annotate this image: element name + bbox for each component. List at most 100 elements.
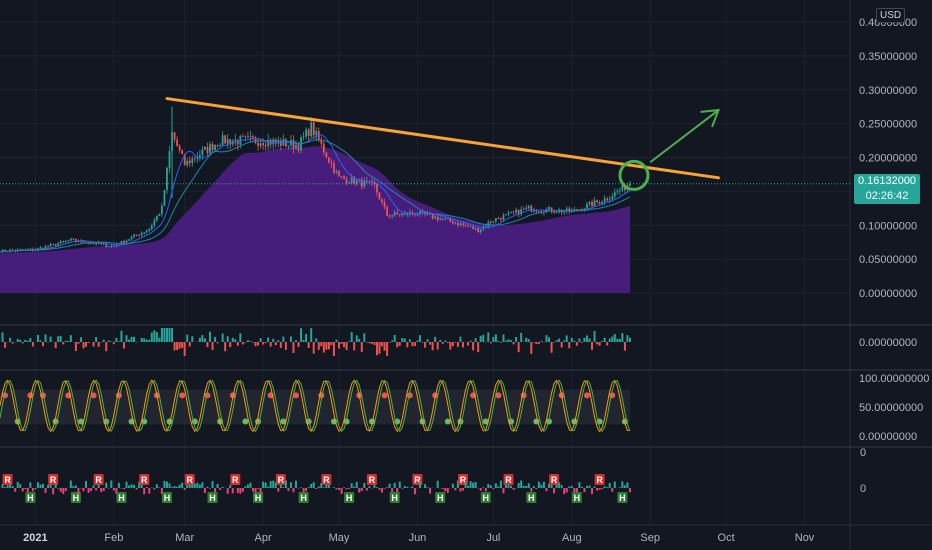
oscillator-bar (211, 342, 214, 351)
signal-bar (272, 480, 275, 488)
signal-bar (383, 488, 386, 489)
signal-bar (289, 482, 292, 488)
oscillator-bar (122, 342, 125, 349)
stochastic-panel (0, 379, 631, 433)
candle-body (515, 209, 518, 213)
oscillator-bar (297, 342, 300, 347)
oscillator-bar (320, 342, 323, 347)
candle-body (224, 135, 227, 144)
candle-body (416, 214, 419, 215)
signal-bar (72, 485, 75, 488)
stoch-dot (293, 392, 300, 399)
highlight-circle[interactable] (618, 159, 650, 191)
signal-bar (47, 484, 50, 488)
candle-body (259, 143, 262, 146)
oscillator-bar (441, 342, 444, 344)
candle-body (449, 218, 452, 222)
oscillator-bar (325, 342, 328, 350)
signal-marker-label: R (95, 475, 102, 485)
candle-body (107, 246, 110, 248)
signal-marker-label: H (619, 493, 626, 503)
oscillator-bar (436, 342, 439, 350)
signal-bar (307, 487, 310, 488)
candle-body (310, 122, 313, 137)
signal-bar (502, 488, 505, 494)
candle-body (414, 213, 416, 215)
oscillator-bar (398, 342, 401, 346)
signal-bar (585, 485, 588, 488)
signal-bar (112, 488, 115, 491)
arrow-head[interactable] (700, 108, 721, 128)
oscillator-bar (77, 342, 80, 344)
signal-bar (173, 486, 176, 488)
candle-body (249, 136, 252, 138)
signal-bar (332, 487, 335, 488)
stoch-tick-label: 0.00000000 (859, 431, 917, 443)
signal-marker (366, 474, 377, 485)
oscillator-bar (49, 336, 52, 342)
oscillator-bar (426, 339, 429, 342)
candle-body (216, 144, 219, 146)
signal-bar (459, 488, 462, 492)
signal-bar (107, 488, 110, 489)
signal-bar (26, 488, 29, 493)
oscillator-bar (302, 339, 305, 342)
oscillator-bar (585, 335, 588, 342)
candle-body (593, 200, 596, 207)
candle-body (492, 221, 495, 223)
candle-body (502, 215, 505, 220)
oscillator-bar (451, 342, 454, 347)
candle-body (553, 211, 555, 213)
stoch-dot (571, 418, 578, 425)
signal-bar (320, 483, 323, 488)
oscillator-bar (479, 335, 482, 342)
oscillator-bar (102, 339, 105, 342)
candle-body (494, 218, 497, 222)
oscillator-bar (383, 342, 386, 351)
oscillator-bar (416, 340, 419, 342)
signal-bar (482, 487, 485, 488)
candle-body (431, 213, 434, 219)
candle-body (130, 236, 133, 240)
oscillator-bar (601, 341, 604, 342)
candle-body (143, 232, 146, 233)
oscillator-bar (575, 342, 578, 346)
signal-bar (206, 486, 209, 488)
oscillator-bar (249, 341, 252, 342)
signal-bar (229, 484, 232, 488)
signal-bar (4, 487, 7, 488)
time-axis[interactable]: 2021 Feb Mar Apr May Jun Jul Aug Sep Oct Nov (23, 532, 815, 544)
signal-bar (426, 487, 429, 488)
signal-bar (312, 482, 315, 488)
candle-body (181, 150, 184, 155)
signal-marker (549, 474, 560, 485)
y-tick-label: 0.30000000 (859, 85, 917, 97)
candle-body (257, 142, 259, 146)
signal-bar (6, 485, 9, 488)
oscillator-bar (284, 342, 287, 350)
signal-bar (413, 488, 416, 495)
oscillator-bar (16, 338, 19, 342)
moving-average-lines (0, 134, 631, 253)
arrow-shaft[interactable] (649, 109, 720, 164)
currency-label[interactable]: USD (876, 8, 906, 23)
signal-bar (183, 488, 186, 490)
candle-body (373, 181, 376, 184)
candle-body (204, 146, 206, 150)
signal-bar (145, 486, 148, 488)
candle-body (247, 136, 249, 138)
signal-marker-label: R (505, 475, 512, 485)
candle-body (591, 202, 593, 207)
candle-body (363, 180, 366, 187)
candle-body (168, 151, 171, 168)
oscillator-bar (449, 342, 452, 350)
candle-body (457, 222, 459, 226)
oscillator-bar (520, 332, 523, 342)
signal-marker (93, 474, 104, 485)
oscillator-bar (360, 342, 363, 352)
candle-body (305, 129, 308, 137)
signal-bar (31, 488, 34, 492)
candle-body (537, 211, 540, 213)
price-axis[interactable]: 0.400000000.350000000.300000000.25000000… (859, 17, 929, 495)
